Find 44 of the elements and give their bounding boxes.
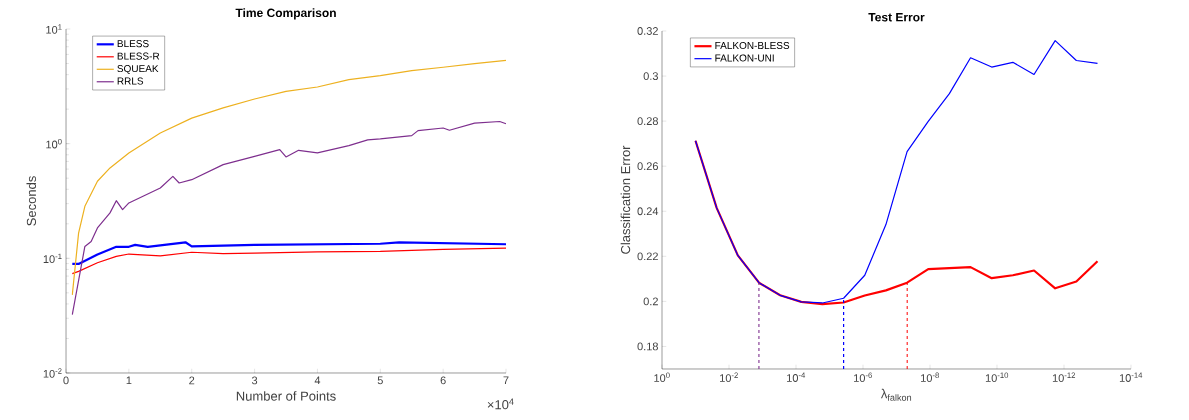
line-series bbox=[71, 120, 507, 316]
legend-label: FALKON-UNI bbox=[715, 54, 774, 62]
x-tick-label: 10$^{-6}$ bbox=[854, 372, 872, 382]
legend-label: FALKON-BLESS bbox=[715, 41, 790, 50]
x-tick-label: 7 bbox=[503, 376, 509, 385]
x-tick-label: 10$^{-2}$ bbox=[720, 372, 738, 382]
line-series bbox=[71, 247, 507, 275]
y-tick-label: 0.32 bbox=[637, 27, 658, 35]
y-tick-label: 10$^{-1}$ bbox=[43, 253, 62, 264]
y-tick-label: 0.3 bbox=[643, 72, 658, 80]
x-tick-label: 10$^{-14}$ bbox=[1119, 372, 1143, 382]
x-axis-title: Number of Points bbox=[236, 391, 336, 401]
y-tick-label: 0.2 bbox=[643, 297, 658, 306]
x-tick-label: 10$^{-8}$ bbox=[921, 372, 939, 382]
x-tick-label: 10$^{-10}$ bbox=[985, 372, 1009, 382]
legend-label: SQUEAK bbox=[117, 65, 159, 74]
line-series bbox=[71, 59, 507, 296]
y-tick-label: 0.18 bbox=[637, 342, 658, 351]
x-tick-label: 6 bbox=[440, 376, 446, 385]
x-tick-label: 10$^{-12}$ bbox=[1052, 372, 1076, 382]
y-tick-label: 10$^{0}$ bbox=[46, 138, 62, 149]
x-tick-label: 2 bbox=[189, 376, 195, 385]
x-tick-label: 10$^{0}$ bbox=[654, 372, 670, 382]
text: ×10$^{4}$ bbox=[487, 398, 514, 410]
y-tick-label: 0.28 bbox=[637, 117, 658, 126]
y-tick-label: 0.22 bbox=[637, 252, 658, 261]
y-tick-label: 0.24 bbox=[637, 207, 659, 216]
line-series bbox=[71, 241, 507, 266]
y-axis-title: Seconds bbox=[26, 176, 37, 226]
legend-label: BLESS-R bbox=[117, 52, 160, 60]
x-tick-label: 10$^{-4}$ bbox=[787, 372, 806, 382]
x-tick-label: 1 bbox=[126, 376, 132, 385]
y-axis-title: Classification Error bbox=[620, 145, 631, 254]
x-axis-title: λ$_{falkon}$ bbox=[880, 388, 912, 401]
legend-label: RRLS bbox=[117, 77, 144, 85]
chart-title: Time Comparison bbox=[235, 8, 336, 20]
x-tick-label: 0 bbox=[63, 376, 69, 385]
x-tick-label: 5 bbox=[377, 376, 383, 385]
y-tick-label: 0.26 bbox=[637, 162, 658, 171]
y-tick-label: 10$^{1}$ bbox=[46, 24, 62, 34]
x-tick-label: 3 bbox=[251, 376, 258, 385]
legend-label: BLESS bbox=[117, 40, 149, 48]
chart-title: Test Error bbox=[868, 13, 925, 22]
x-tick-label: 4 bbox=[314, 376, 321, 385]
